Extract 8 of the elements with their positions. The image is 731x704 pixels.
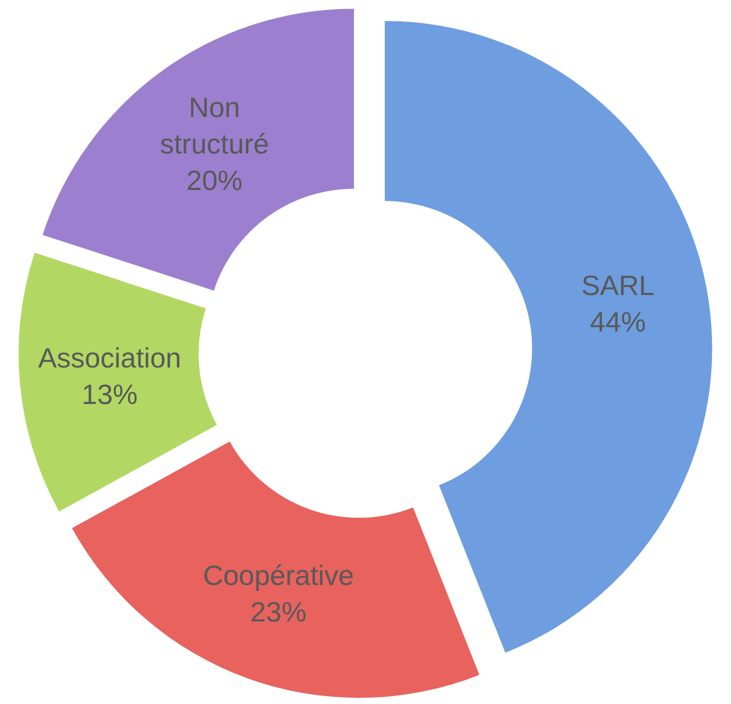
slice-label: Coopérative — [202, 560, 354, 592]
slice-label: Non structuré — [160, 92, 269, 160]
data-label: 20% — [186, 165, 242, 196]
slice-label: Association — [38, 342, 182, 374]
data-label: 44% — [590, 306, 646, 338]
slice-label: SARL — [581, 270, 655, 302]
data-label: 13% — [82, 378, 138, 410]
data-label: 23% — [250, 596, 306, 628]
